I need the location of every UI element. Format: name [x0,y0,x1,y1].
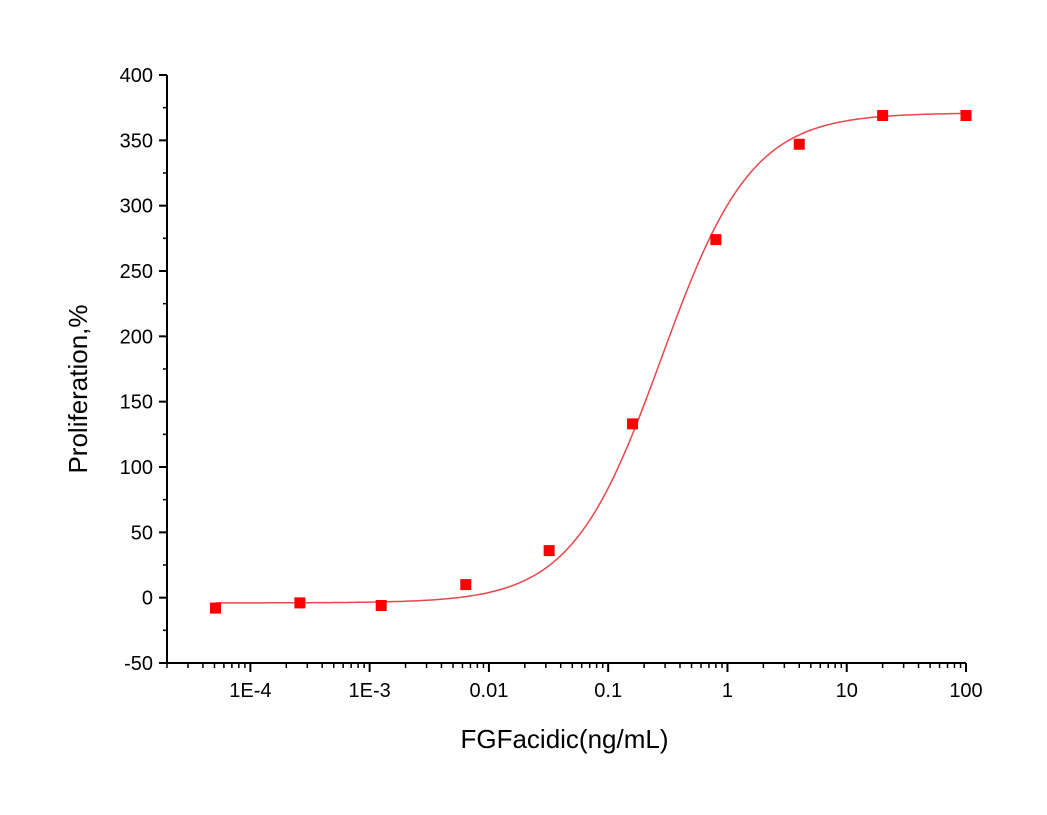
y-tick-label: 100 [120,457,153,479]
x-tick-label: 1E-3 [349,680,391,702]
x-axis-ticks: 1E-4 1E-3 0.01 0.1 1 10 100 [166,663,983,702]
y-tick-label: 200 [120,326,153,348]
data-point [627,418,639,430]
axes [166,75,966,664]
x-tick-label: 100 [949,680,982,702]
y-tick-label: 350 [120,130,153,152]
x-tick-label: 0.1 [594,680,622,702]
data-point [209,602,221,614]
fit-curve [215,112,967,604]
x-tick-label: 1 [722,680,733,702]
x-axis-title: FGFacidic(ng/mL) [460,724,668,754]
y-tick-label: 300 [120,196,153,218]
x-tick-label: 0.01 [469,680,508,702]
y-axis-ticks: -50 0 50 100 150 200 250 300 350 400 [120,65,167,675]
data-points [209,110,972,614]
y-tick-label: 400 [120,65,153,87]
y-tick-label: 50 [131,522,153,544]
y-tick-label: -50 [124,653,153,675]
data-point [460,579,472,591]
data-point [877,110,889,122]
data-point [294,597,306,609]
data-point [960,110,972,122]
data-point [375,600,387,612]
data-point [793,138,805,150]
y-tick-label: 250 [120,261,153,283]
x-tick-label: 1E-4 [229,680,271,702]
y-tick-label: 0 [142,588,153,610]
y-axis-title: Proliferation,% [63,304,93,473]
data-point [543,545,555,557]
data-point [710,234,722,246]
fit-curve-group [215,112,967,604]
x-tick-label: 10 [836,680,858,702]
y-tick-label: 150 [120,392,153,414]
